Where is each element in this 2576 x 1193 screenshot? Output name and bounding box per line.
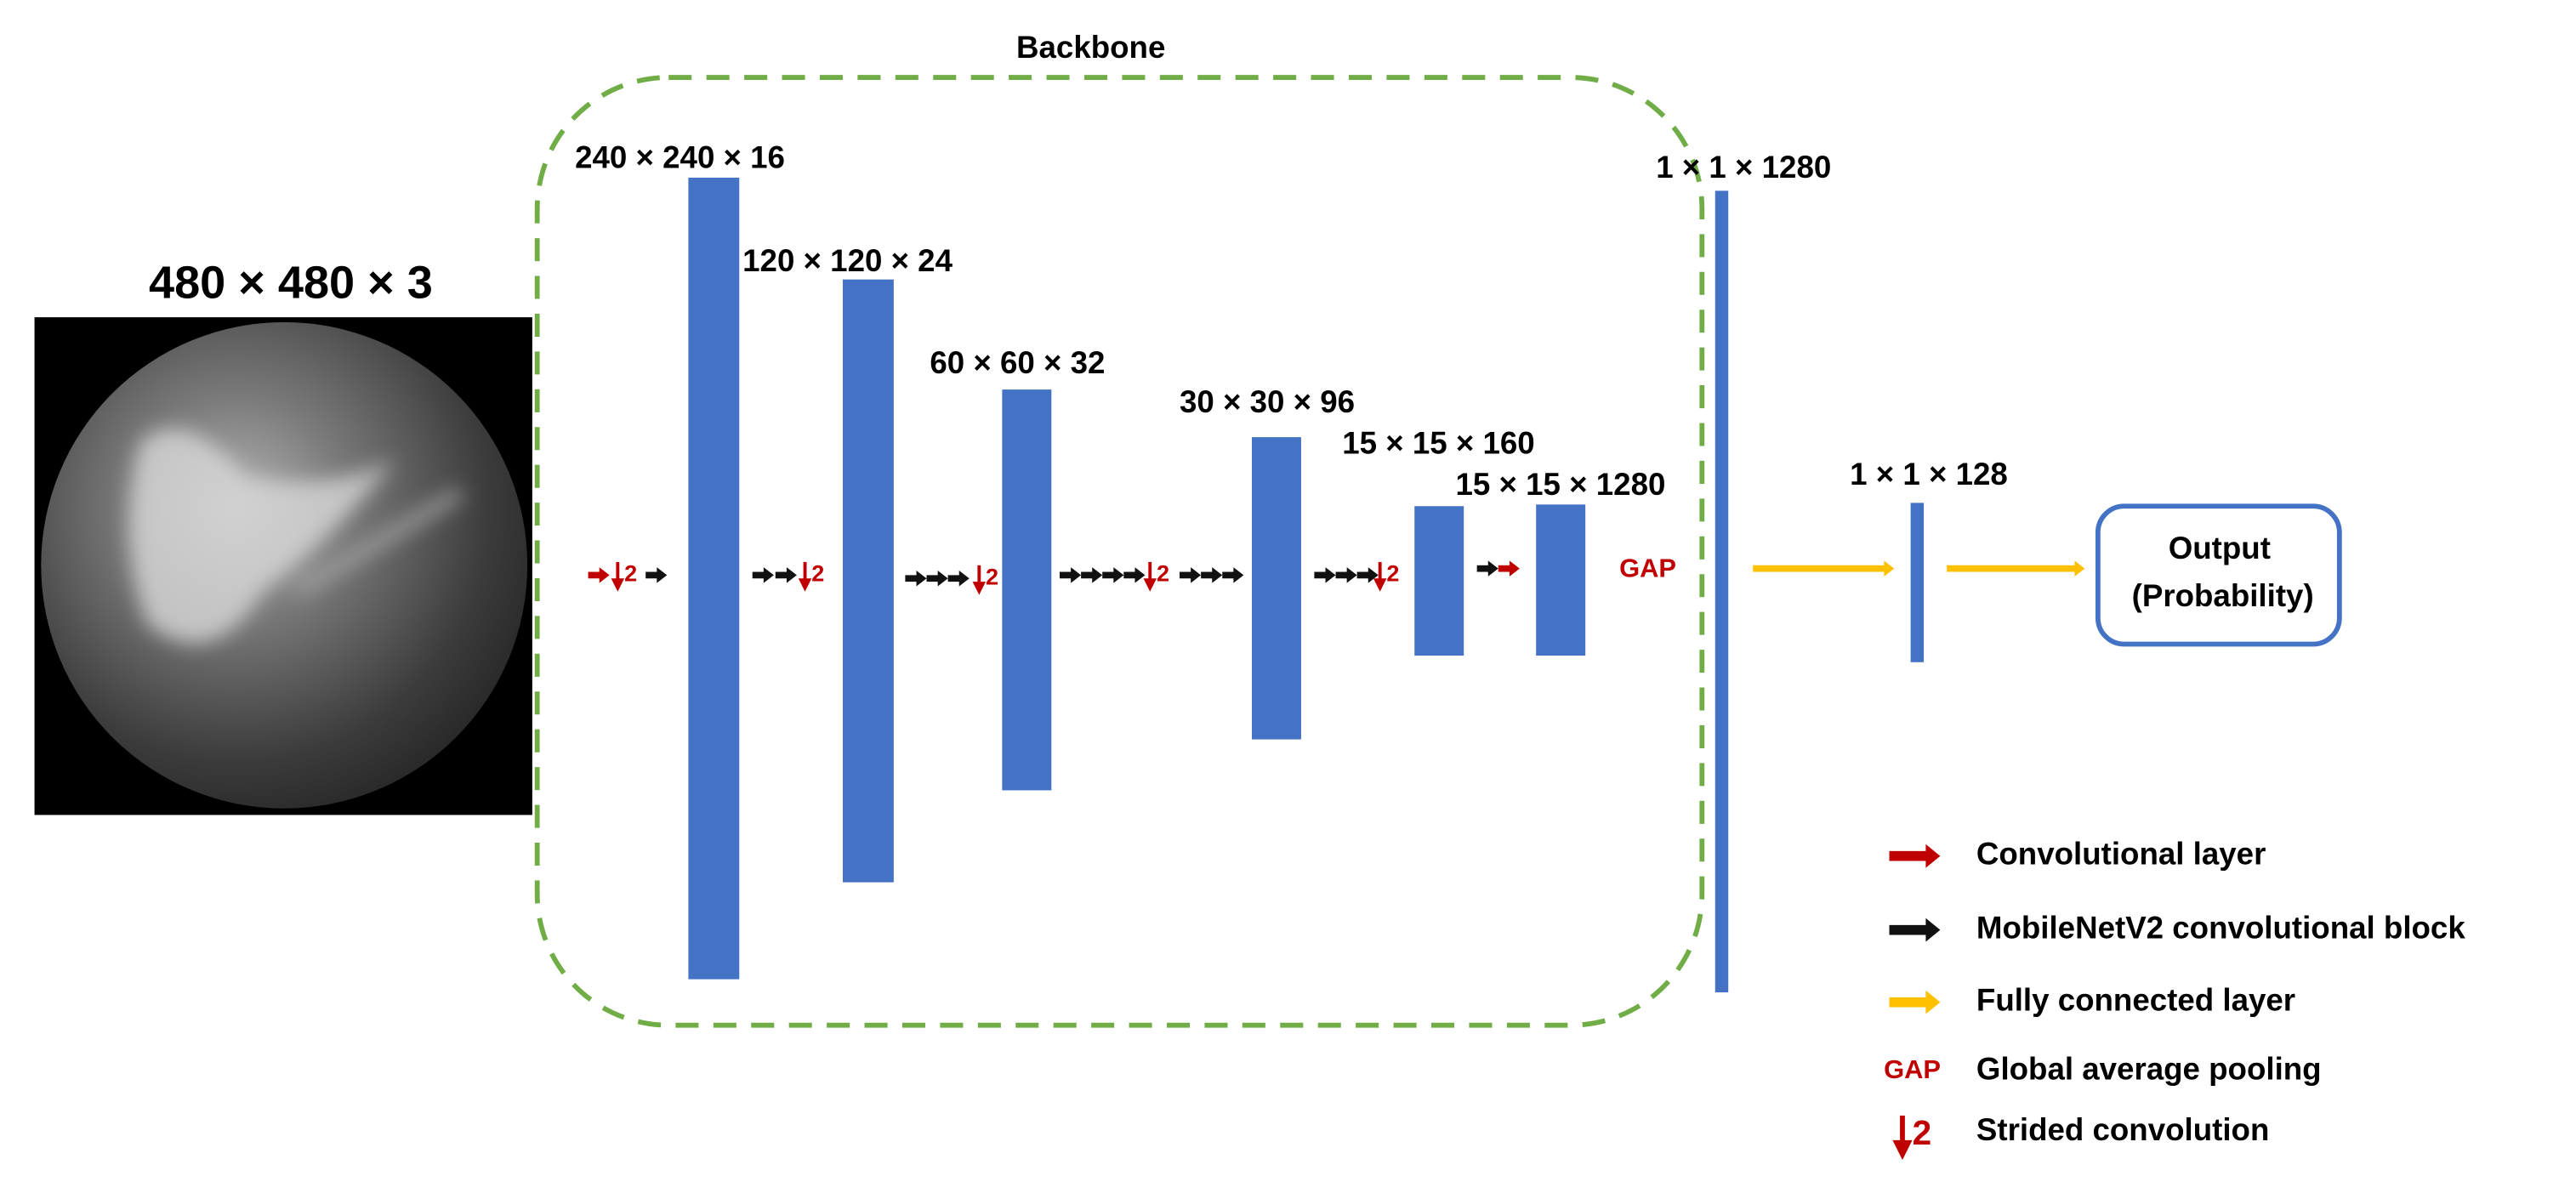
gap-label: GAP [1619,554,1676,583]
stride-head [1143,578,1157,592]
feature-map [1910,503,1925,662]
stride-label: 2 [624,561,637,587]
stride-head [798,578,812,592]
arrow-head [958,570,970,587]
legend-label: MobileNetV2 convolutional block [1976,910,2465,945]
arrow-head [1925,844,1941,868]
arrow-head [2074,560,2085,577]
arrow-head [1346,567,1357,583]
arrow-head [1113,567,1124,583]
arrow-head [937,570,948,587]
feature-map [1714,190,1729,993]
layer-label: 1 × 1 × 1280 [1656,150,1831,185]
stride-head [1892,1139,1913,1161]
arrow-head [657,567,668,583]
feature-map [842,279,894,883]
output-text: (Probability) [2132,578,2314,613]
backbone-title: Backbone [1016,30,1165,65]
feature-map [1536,504,1586,656]
feature-map [1002,389,1052,791]
layer-label: 15 × 15 × 160 [1342,425,1534,460]
legend-symbol: GAP [1884,1054,1941,1084]
legend-label: Strided convolution [1976,1112,2269,1147]
layer-label: 240 × 240 × 16 [575,139,785,174]
arrow-head [1925,990,1941,1014]
layer-label: 120 × 120 × 24 [742,243,952,278]
layer-label: 30 × 30 × 96 [1180,384,1355,419]
feature-map [688,177,740,980]
arrow-head [1884,560,1895,577]
input-image [34,317,532,815]
arrow-head [1325,567,1336,583]
legend-label: Global average pooling [1976,1051,2322,1086]
layer-label: 60 × 60 × 32 [930,345,1105,380]
backbone-frame [534,75,1705,1028]
feature-map [1414,506,1464,656]
arrow-head [1212,567,1223,583]
stride-label: 2 [1386,561,1399,587]
arrow-head [786,567,797,583]
arrow-head [1134,567,1146,583]
legend-label: Fully connected layer [1976,982,2295,1017]
arrow-head [1092,567,1103,583]
stride-head [972,582,987,595]
arrow-head [1925,917,1941,942]
feature-map [1252,437,1301,740]
arrow-head [1509,560,1520,577]
stride-label: 2 [1913,1113,1932,1152]
output-box [2095,503,2342,647]
arrow-head [1368,567,1379,583]
input-label: 480 × 480 × 3 [149,258,433,309]
arrow-head [1071,567,1082,583]
legend-label: Convolutional layer [1976,836,2266,871]
stride-head [1373,578,1387,592]
arrow-head [599,567,610,583]
arrow-head [1487,560,1498,577]
stride-label: 2 [811,561,824,587]
stride-head [611,578,625,592]
stride-label: 2 [986,564,998,589]
arrow-head [1233,567,1244,583]
layer-label: 1 × 1 × 128 [1850,457,2008,491]
arrow-head [1191,567,1202,583]
layer-label: 15 × 15 × 1280 [1456,467,1666,502]
output-text: Output [2169,531,2271,565]
stride-label: 2 [1157,561,1169,587]
arrow-head [916,570,927,587]
arrow-head [763,567,774,583]
